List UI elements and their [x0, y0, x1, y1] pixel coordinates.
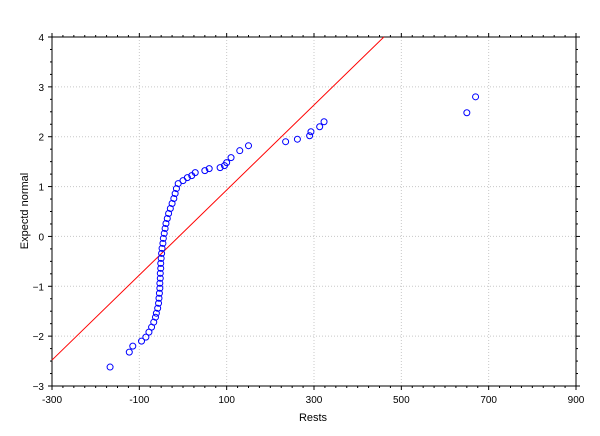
data-point — [183, 174, 191, 182]
data-point — [227, 154, 235, 162]
grid — [51, 36, 577, 387]
y-tick-label: 3 — [38, 83, 44, 94]
ticks — [48, 33, 580, 390]
data-point — [245, 142, 252, 150]
y-tick-label: −3 — [33, 382, 45, 393]
data-point — [159, 234, 167, 242]
x-tick-label: 500 — [393, 395, 410, 406]
y-tick-label: −2 — [33, 332, 45, 343]
data-point — [159, 239, 167, 247]
data-point — [138, 337, 146, 345]
data-point — [156, 279, 164, 287]
data-point — [157, 254, 165, 262]
y-tick-label: 4 — [38, 33, 44, 44]
x-tick-label: 700 — [480, 395, 497, 406]
data-point — [306, 132, 314, 140]
data-point — [156, 284, 164, 292]
x-tick-label: 900 — [568, 395, 585, 406]
data-point — [191, 169, 199, 177]
data-point — [163, 214, 171, 222]
data-point — [156, 274, 164, 282]
data-point — [223, 159, 231, 167]
x-tick-label: 300 — [306, 395, 323, 406]
x-tick-label: 100 — [218, 395, 235, 406]
data-point — [158, 244, 166, 252]
data-points — [106, 93, 480, 371]
x-tick-label: -100 — [129, 395, 149, 406]
data-point — [282, 138, 290, 146]
data-point — [160, 229, 168, 237]
x-tick-label: -300 — [42, 395, 62, 406]
data-point — [151, 313, 159, 321]
y-axis-tick-labels: −3 −2 −1 0 1 2 3 4 — [33, 33, 45, 393]
data-point — [307, 128, 315, 136]
y-axis-label: Expectd normal — [19, 173, 31, 249]
data-point — [142, 333, 150, 341]
data-point — [472, 93, 480, 101]
data-point — [216, 164, 224, 172]
data-point — [157, 259, 165, 267]
normal-reference-line — [51, 36, 385, 361]
data-point — [161, 224, 169, 232]
data-point — [463, 109, 471, 117]
data-point — [236, 147, 244, 155]
data-point — [155, 289, 163, 297]
data-point — [165, 209, 173, 217]
y-tick-label: 1 — [38, 183, 44, 194]
data-point — [156, 269, 164, 277]
x-axis-tick-labels: -300 -100 100 300 500 700 900 — [42, 395, 585, 406]
data-point — [320, 118, 328, 126]
y-tick-label: −1 — [33, 282, 45, 293]
data-point — [154, 304, 162, 312]
data-point — [152, 309, 160, 317]
data-point — [166, 205, 174, 213]
data-point — [150, 318, 158, 326]
data-point — [155, 294, 163, 302]
x-axis-label: Rests — [299, 412, 328, 424]
y-tick-label: 2 — [38, 133, 44, 144]
data-point — [129, 342, 137, 350]
data-point — [316, 123, 324, 131]
data-point — [171, 190, 179, 198]
data-point — [168, 200, 176, 208]
data-point — [205, 165, 213, 173]
data-point — [155, 299, 163, 307]
data-point — [125, 348, 133, 356]
data-point — [158, 249, 166, 257]
data-point — [172, 185, 180, 193]
data-point — [201, 167, 209, 175]
data-point — [162, 219, 170, 227]
data-point — [179, 177, 187, 185]
y-tick-label: 0 — [38, 232, 44, 243]
data-point — [157, 264, 165, 272]
data-point — [106, 363, 114, 371]
data-point — [293, 135, 301, 143]
data-point — [170, 195, 178, 203]
